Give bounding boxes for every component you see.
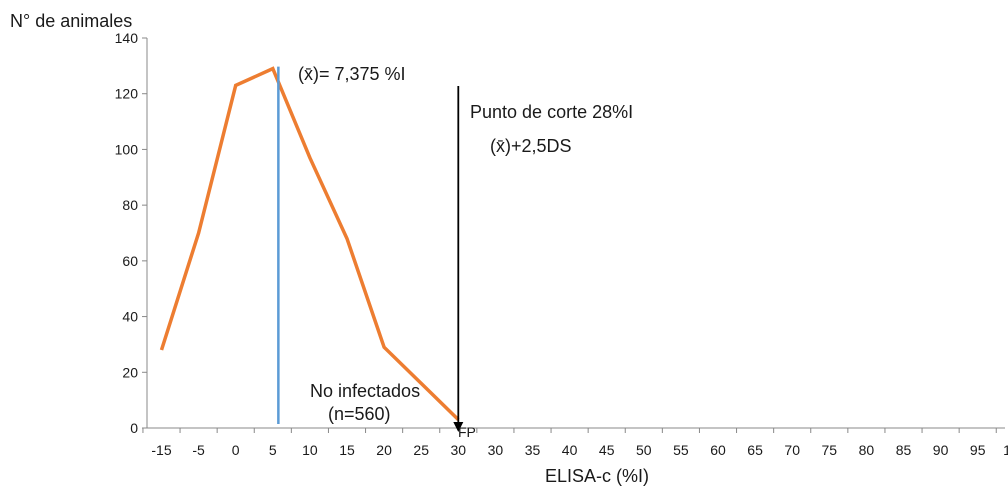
- x-tick-label: 70: [784, 442, 800, 458]
- x-tick-label: 5: [269, 442, 277, 458]
- x-tick-label: 45: [599, 442, 615, 458]
- x-tick-label: 95: [970, 442, 986, 458]
- y-tick-label: 40: [122, 309, 138, 325]
- x-tick-label: 35: [525, 442, 541, 458]
- x-tick-label: 65: [747, 442, 763, 458]
- series-layer: [159, 66, 460, 421]
- y-tick-label: 80: [122, 197, 138, 213]
- x-tick-label: 80: [859, 442, 875, 458]
- y-tick-label: 120: [115, 86, 139, 102]
- x-tick-label: 20: [376, 442, 392, 458]
- x-tick-label: 60: [710, 442, 726, 458]
- y-tick-label: 140: [115, 30, 139, 46]
- cutoff-label: Punto de corte 28%I: [470, 102, 633, 122]
- x-tick-label: 85: [896, 442, 912, 458]
- x-axis-title: ELISA-c (%I): [545, 466, 649, 486]
- x-tick-label: -5: [192, 442, 205, 458]
- y-tick-label: 100: [115, 141, 139, 157]
- y-tick-label: 20: [122, 364, 138, 380]
- y-axis-title: N° de animales: [10, 11, 132, 31]
- x-tick-label: -15: [151, 442, 171, 458]
- y-ticks: 0 20 40 60 80 100 120 140: [115, 30, 147, 436]
- x-tick-label: 75: [822, 442, 838, 458]
- x-tick-label: 55: [673, 442, 689, 458]
- x-tick-label: 30: [451, 442, 467, 458]
- x-tick-label: 10: [302, 442, 318, 458]
- axes: [146, 38, 1005, 429]
- x-tick-label: 25: [413, 442, 429, 458]
- x-tick-label: 40: [562, 442, 578, 458]
- y-tick-label: 60: [122, 253, 138, 269]
- sample-size-label: (n=560): [328, 404, 391, 424]
- x-tick-label: 15: [339, 442, 355, 458]
- x-tick-label: 0: [232, 442, 240, 458]
- x-tick-label: 30: [488, 442, 504, 458]
- cutoff-sublabel: (x̄)+2,5DS: [490, 136, 572, 156]
- false-positive-label: FP: [458, 424, 476, 440]
- cutoff-arrow-head: [453, 422, 464, 432]
- x-tick-label: 50: [636, 442, 652, 458]
- x-tick-label: 90: [933, 442, 949, 458]
- series-line: [159, 66, 460, 421]
- no-infectados-label: No infectados: [310, 381, 420, 401]
- y-tick-label: 0: [130, 420, 138, 436]
- x-ticks: -15 -5 0 5 10 15 20 25 30 30 35 40 45 50 55 60 65 70 75 80 8…: [142, 428, 1008, 458]
- overlay-layer: [277, 66, 464, 432]
- x-tick-label: 100: [1003, 442, 1008, 458]
- mean-label: (x̄)= 7,375 %I: [298, 64, 406, 84]
